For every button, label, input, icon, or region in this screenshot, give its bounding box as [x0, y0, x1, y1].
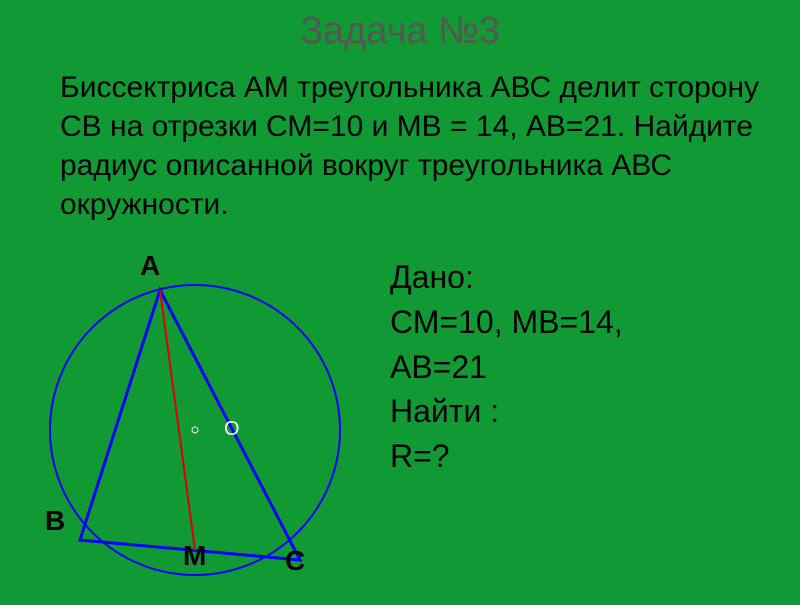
given-block: Дано: СМ=10, МВ=14, АВ=21 Найти : R=?	[390, 255, 623, 479]
find-value: R=?	[390, 434, 623, 479]
vertex-label-b: B	[45, 505, 65, 537]
problem-statement: Биссектриса АМ треугольника АВС делит ст…	[0, 53, 800, 224]
vertex-label-c: C	[285, 545, 305, 577]
given-values-2: АВ=21	[390, 345, 623, 390]
problem-title: Задача №3	[0, 0, 800, 53]
point-label-m: M	[183, 540, 206, 572]
center-label-o: O	[224, 418, 240, 441]
find-label: Найти :	[390, 389, 623, 434]
given-values-1: СМ=10, МВ=14,	[390, 300, 623, 345]
given-label: Дано:	[390, 255, 623, 300]
vertex-label-a: A	[140, 250, 160, 282]
